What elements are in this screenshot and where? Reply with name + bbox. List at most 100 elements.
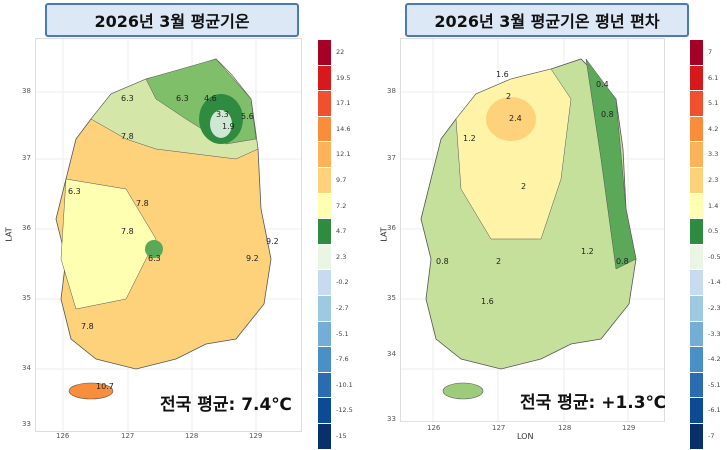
left-national-average: 전국 평균: 7.4℃ [160,395,292,415]
xtick: 129 [249,432,263,440]
legend-swatch [318,91,331,117]
legend-swatch [318,65,331,92]
contour-label: 7.8 [81,322,94,331]
contour-label: 9.2 [246,254,259,263]
left-map[interactable]: 6.3 4.6 3.3 1.9 5.6 6.3 7.8 6.3 7.8 7.8 … [35,38,302,432]
legend-swatch [690,270,703,296]
contour-label: 7.8 [121,132,134,141]
legend-swatch [318,116,331,143]
contour-label: 0.4 [596,80,609,89]
left-map-svg: 6.3 4.6 3.3 1.9 5.6 6.3 7.8 6.3 7.8 7.8 … [36,39,301,431]
contour-label: 1.6 [496,70,509,79]
contour-region [486,97,536,141]
ytick: 38 [22,87,31,95]
right-map[interactable]: 1.6 2 2.4 1.2 0.4 0.8 2 1.2 0.8 0.8 2 1.… [400,38,665,422]
right-national-average: 전국 평균: +1.3℃ [520,393,667,413]
legend-swatch [318,295,331,322]
legend-swatch [318,321,331,348]
left-panel: 2026년 3월 평균기온 6.3 4.6 3.3 1.9 5.6 6.3 7.… [0,0,365,450]
contour-label: 1.6 [481,297,494,306]
contour-region [585,58,637,270]
xtick: 126 [427,424,441,432]
legend-swatch [690,167,703,194]
legend-label: 7 [708,48,713,56]
legend-label: -12.5 [336,406,353,415]
contour-label: 6.3 [68,187,81,196]
contour-label: 1.9 [222,122,235,131]
xtick: 129 [622,424,636,432]
legend-label: -15 [336,432,347,440]
xtick: 126 [56,432,70,440]
legend-label: 9.7 [336,176,347,184]
legend-label: 4.7 [336,227,347,236]
legend-label: 14.6 [336,124,351,133]
ytick: 36 [387,224,396,232]
contour-label: 6.3 [148,254,161,263]
legend-label: 0.5 [708,227,719,236]
xtick: 128 [558,424,572,432]
contour-label: 6.3 [121,94,134,103]
contour-region [210,110,232,138]
contour-label: 2 [496,257,501,266]
legend-swatch [690,116,703,143]
legend-swatch [318,244,331,271]
legend-swatch [690,40,703,66]
contour-region [60,178,157,310]
contour-label: 0.8 [601,110,614,119]
legend-label: 12.1 [336,150,351,159]
contour-region [455,68,572,240]
legend-swatch [318,40,331,66]
legend-swatch [690,347,703,373]
contour-label: 0.8 [436,257,449,266]
ytick: 37 [22,154,31,162]
contour-label: 7.8 [121,227,134,236]
contour-label: 10.7 [96,382,114,391]
legend-swatch [690,65,703,92]
legend-swatch [690,91,703,117]
legend-label: -7 [708,432,715,440]
contour-label: 5.6 [241,112,254,121]
legend-swatch [318,167,331,194]
ytick: 37 [387,154,396,162]
contour-label: 1.2 [463,134,476,143]
contour-label: 3.3 [216,110,229,119]
legend-swatch [690,398,703,424]
legend-swatch [318,347,331,373]
legend-label: -5.1 [336,329,349,338]
right-map-svg: 1.6 2 2.4 1.2 0.4 0.8 2 1.2 0.8 0.8 2 1.… [401,39,664,421]
legend-swatch [318,219,331,245]
contour-label: 2 [506,92,511,101]
legend-label: 4.2 [708,124,719,133]
ytick: 33 [22,420,31,428]
contour-label: 0.8 [616,257,629,266]
ytick: 33 [387,415,396,423]
legend-swatch [690,142,703,168]
legend-label: 22 [336,48,345,56]
legend-label: 6.1 [708,73,719,82]
right-title: 2026년 3월 평균기온 평년 편차 [405,3,689,37]
legend-swatch [690,321,703,348]
ytick: 35 [387,294,396,302]
legend-label: -2.3 [708,304,721,312]
legend-swatch [318,270,331,296]
ytick: 36 [22,224,31,232]
legend-label: 17.1 [336,99,351,108]
legend-label: -7.6 [336,355,349,364]
legend-label: -1.4 [708,278,721,287]
right-panel: 2026년 3월 평균기온 평년 편차 1.6 2 2.4 1.2 0.4 0.… [365,0,727,450]
legend-label: -10.1 [336,380,353,389]
legend-swatch [690,244,703,271]
legend-label: -3.3 [708,329,721,338]
legend-swatch [318,193,331,220]
legend-swatch [690,193,703,220]
legend-swatch [318,142,331,168]
legend-label: 2.3 [708,176,719,184]
contour-label: 1.2 [581,247,594,256]
xtick: 128 [185,432,199,440]
jeju-island [442,382,484,400]
legend-swatch [318,423,331,450]
legend-label: 7.2 [336,201,347,210]
legend-swatch [318,372,331,399]
legend-label: 3.3 [708,150,719,159]
xtick: 127 [121,432,135,440]
